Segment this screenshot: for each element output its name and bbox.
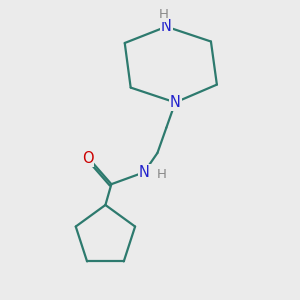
Text: H: H <box>158 8 168 21</box>
Text: N: N <box>161 19 172 34</box>
Text: O: O <box>82 152 93 166</box>
Text: H: H <box>157 168 167 181</box>
Text: N: N <box>139 165 149 180</box>
Text: N: N <box>170 95 181 110</box>
